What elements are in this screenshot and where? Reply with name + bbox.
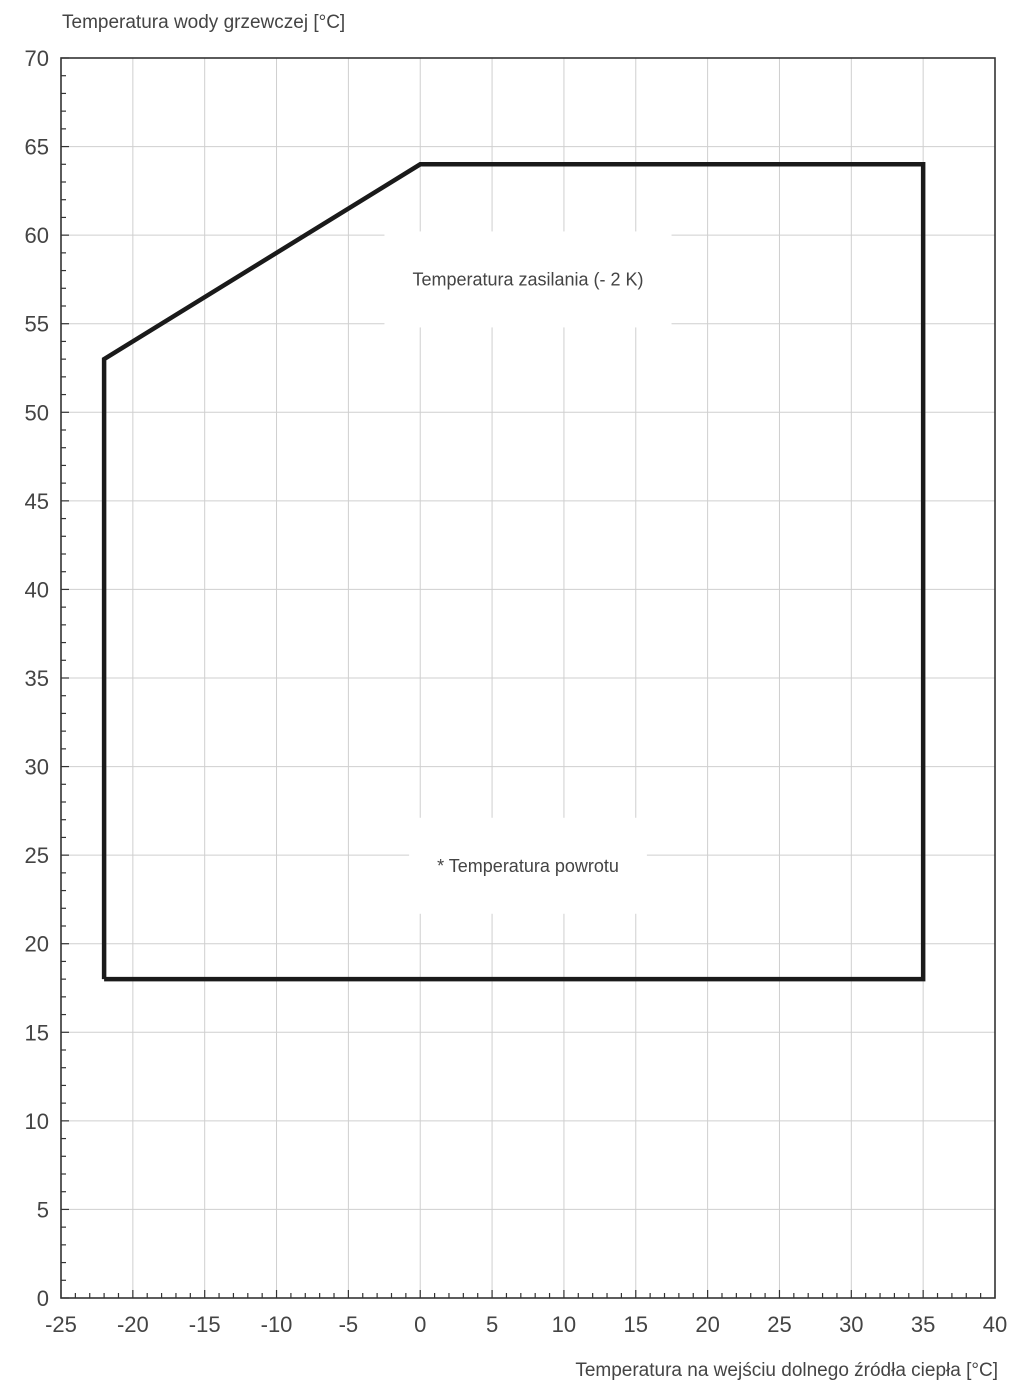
operating-envelope-line bbox=[101, 162, 926, 982]
series bbox=[101, 162, 926, 982]
y-tick-label: 50 bbox=[25, 400, 49, 425]
y-tick-label: 25 bbox=[25, 843, 49, 868]
y-tick-label: 0 bbox=[37, 1286, 49, 1311]
tick-labels: -25 -20 -15 -10 -5 0 5 10 15 20 25 30 35 40 0 5 10 15 20 25… bbox=[25, 46, 1008, 1337]
y-tick-label: 60 bbox=[25, 223, 49, 248]
annotation-box bbox=[384, 231, 672, 328]
y-tick-label: 5 bbox=[37, 1197, 49, 1222]
y-tick-label: 35 bbox=[25, 666, 49, 691]
x-tick-label: 10 bbox=[552, 1312, 576, 1337]
x-tick-label: -25 bbox=[45, 1312, 77, 1337]
x-tick-label: 35 bbox=[911, 1312, 935, 1337]
y-tick-label: 70 bbox=[25, 46, 49, 71]
y-tick-label: 10 bbox=[25, 1109, 49, 1134]
x-tick-label: -10 bbox=[261, 1312, 293, 1337]
y-tick-label: 30 bbox=[25, 755, 49, 780]
y-tick-label: 20 bbox=[25, 932, 49, 957]
x-tick-label: 25 bbox=[767, 1312, 791, 1337]
x-tick-label: -20 bbox=[117, 1312, 149, 1337]
y-tick-label: 65 bbox=[25, 135, 49, 160]
annotations: Temperatura zasilania (- 2 K) * Temperatu… bbox=[412, 269, 643, 875]
annotation-label: * Temperatura powrotu bbox=[437, 856, 619, 876]
annotation-boxes bbox=[384, 231, 672, 914]
y-tick-label: 45 bbox=[25, 489, 49, 514]
x-tick-label: 15 bbox=[624, 1312, 648, 1337]
x-tick-label: 40 bbox=[983, 1312, 1007, 1337]
y-tick-label: 55 bbox=[25, 312, 49, 337]
minor-ticks bbox=[60, 57, 996, 1299]
annotation-label: Temperatura zasilania (- 2 K) bbox=[412, 269, 643, 289]
x-tick-label: -5 bbox=[339, 1312, 359, 1337]
x-tick-label: 5 bbox=[486, 1312, 498, 1337]
y-axis-title: Temperatura wody grzewczej [°C] bbox=[62, 12, 345, 33]
x-tick-label: 0 bbox=[414, 1312, 426, 1337]
x-tick-label: 30 bbox=[839, 1312, 863, 1337]
x-tick-label: 20 bbox=[695, 1312, 719, 1337]
annotation-box bbox=[409, 817, 647, 914]
y-tick-label: 40 bbox=[25, 577, 49, 602]
x-tick-label: -15 bbox=[189, 1312, 221, 1337]
x-axis-title: Temperatura na wejściu dolnego źródła ci… bbox=[575, 1360, 998, 1381]
y-tick-label: 15 bbox=[25, 1020, 49, 1045]
